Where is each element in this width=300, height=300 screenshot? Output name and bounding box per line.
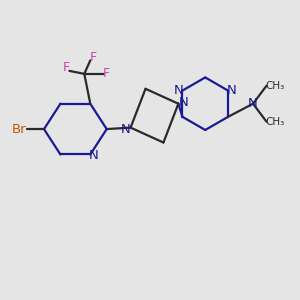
Text: F: F	[90, 51, 97, 64]
Text: CH₃: CH₃	[265, 117, 284, 127]
Text: CH₃: CH₃	[265, 81, 284, 91]
Text: N: N	[89, 149, 99, 163]
Text: Br: Br	[11, 123, 26, 136]
Text: F: F	[103, 68, 110, 80]
Text: F: F	[63, 61, 70, 74]
Text: N: N	[227, 84, 236, 97]
Text: N: N	[121, 123, 131, 136]
Text: N: N	[174, 84, 184, 97]
Text: N: N	[178, 96, 188, 109]
Text: N: N	[248, 97, 258, 110]
